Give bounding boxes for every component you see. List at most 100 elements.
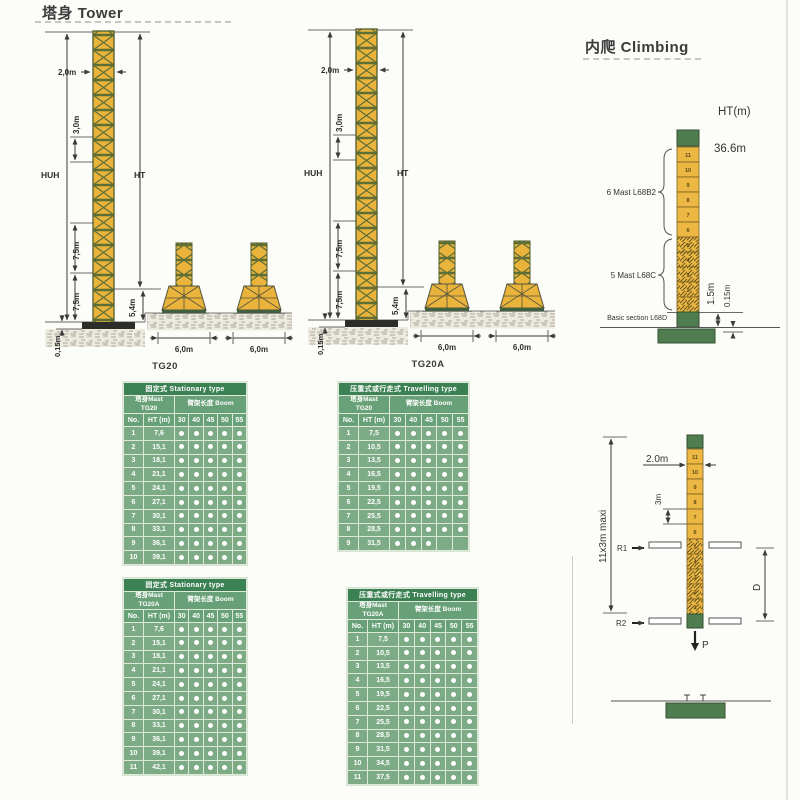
climbing-building-diagram: 11x3m maxi 11 10 9 8 7 6 5 4 3 2 1 (598, 434, 774, 719)
boom-availability-cell (217, 746, 233, 761)
boom-availability-cell (420, 467, 438, 483)
raised-ground-hatch (410, 311, 555, 329)
mast-sections-upper: 11 10 9 8 7 6 5 4 3 2 1 (676, 146, 700, 313)
boom-availability-cell (231, 663, 248, 679)
basic-height-label: 1.5m (706, 283, 717, 305)
dot-marker (458, 471, 464, 477)
segment-label: 7,5m (72, 242, 81, 260)
spec-table: 压重式或行走式 Travelling type 塔身Mast TG20A 臂架长度 B… (347, 588, 478, 785)
svg-text:8: 8 (686, 198, 689, 204)
dot-marker (467, 705, 473, 711)
row-ht: 7,6 (143, 426, 175, 441)
dot-marker (403, 664, 409, 670)
dot-marker (222, 499, 228, 505)
boom-availability-cell (452, 426, 469, 441)
boom-availability-cell (429, 645, 447, 661)
boom-availability-cell (398, 714, 415, 730)
dot-marker (179, 540, 185, 546)
dot-marker (426, 499, 432, 505)
width-label: 2,0m (321, 66, 339, 75)
boom-availability-cell (445, 645, 463, 661)
dot-marker (451, 774, 457, 780)
boom-availability-cell (404, 522, 422, 538)
dot-marker (451, 760, 457, 766)
climbing-title-underline (583, 58, 701, 60)
row-ht: 39,1 (143, 746, 175, 761)
table-row: 4 16,5 (338, 467, 469, 483)
boom-availability-cell (461, 714, 478, 730)
raised-ground-hatch (147, 313, 292, 331)
dot-marker (236, 723, 242, 729)
dot-marker (236, 750, 242, 756)
dot-marker (222, 709, 228, 715)
dot-marker (179, 709, 185, 715)
row-ht: 30,1 (143, 704, 175, 720)
boom-availability-cell (231, 508, 248, 524)
boom-availability-cell (173, 649, 190, 665)
row-no: 3 (347, 659, 368, 675)
boom-availability-cell (202, 426, 219, 441)
boom-availability-cell (188, 649, 204, 665)
dot-marker (207, 540, 213, 546)
ballast-tower (496, 240, 548, 312)
dot-marker (222, 750, 228, 756)
dot-marker (222, 554, 228, 560)
svg-text:11: 11 (692, 455, 698, 461)
floor-slab (708, 541, 742, 549)
row-no: 6 (338, 494, 359, 510)
diagram-caption-tg20a: TG20A (411, 359, 444, 370)
boom-availability-cell (420, 439, 438, 455)
boom-availability-cell (173, 663, 190, 679)
boom-availability-cell (173, 690, 190, 706)
row-no: 8 (123, 522, 144, 538)
boom-availability-cell (413, 673, 431, 689)
boom-availability-cell (188, 453, 204, 469)
boom-availability-cell (173, 494, 190, 510)
dot-marker (222, 444, 228, 450)
row-ht: 10,5 (367, 645, 399, 661)
boom-availability-cell (445, 687, 463, 702)
boom-availability-cell (436, 494, 454, 510)
table-row: 9 31,5 (347, 742, 478, 758)
dot-marker (451, 650, 457, 656)
dot-marker (403, 705, 409, 711)
dot-marker (193, 695, 199, 701)
dot-marker (207, 709, 213, 715)
table-row: 11 37,5 (347, 769, 478, 785)
dot-marker (419, 677, 425, 683)
boom-availability-cell (436, 439, 454, 455)
dot-marker (419, 746, 425, 752)
table-row: 9 36,1 (123, 536, 248, 552)
boom-availability-cell (188, 481, 204, 496)
boom-availability-cell (445, 769, 463, 785)
boom-availability-cell (420, 426, 438, 441)
svg-text:8: 8 (693, 500, 696, 506)
table-row: 3 18,1 (123, 649, 248, 665)
boom-availability-cell (188, 663, 204, 679)
boom-availability-cell (188, 494, 204, 510)
climbing-mast-diagram: HT(m) 36.6m 11 10 9 8 7 6 5 4 3 2 1 (600, 106, 780, 344)
dot-marker (179, 695, 185, 701)
table-row: 10 34,5 (347, 756, 478, 771)
boom-availability-cell (413, 769, 431, 785)
boom-availability-cell (202, 704, 219, 720)
row-ht: 25,5 (358, 508, 390, 524)
dot-marker (222, 430, 228, 436)
col-header-boom: 50 (217, 609, 233, 623)
boom-availability-cell (231, 732, 248, 748)
spec-table: 压重式或行走式 Travelling type 塔身Mast TG20 臂架长度 Bo… (338, 382, 469, 552)
boom-availability-cell (404, 481, 422, 496)
table-row: 2 10,5 (338, 439, 469, 455)
row-no: 10 (123, 746, 144, 761)
dot-marker (236, 554, 242, 560)
row-ht: 13,5 (367, 659, 399, 675)
row-ht: 21,1 (143, 467, 175, 483)
dot-marker (426, 471, 432, 477)
dot-marker (435, 746, 441, 752)
dot-marker (410, 513, 416, 519)
col-header-boom: 50 (436, 413, 454, 427)
dot-marker (193, 540, 199, 546)
row-ht: 22,5 (367, 700, 399, 716)
section-title-tower: 塔身 Tower (42, 5, 124, 22)
